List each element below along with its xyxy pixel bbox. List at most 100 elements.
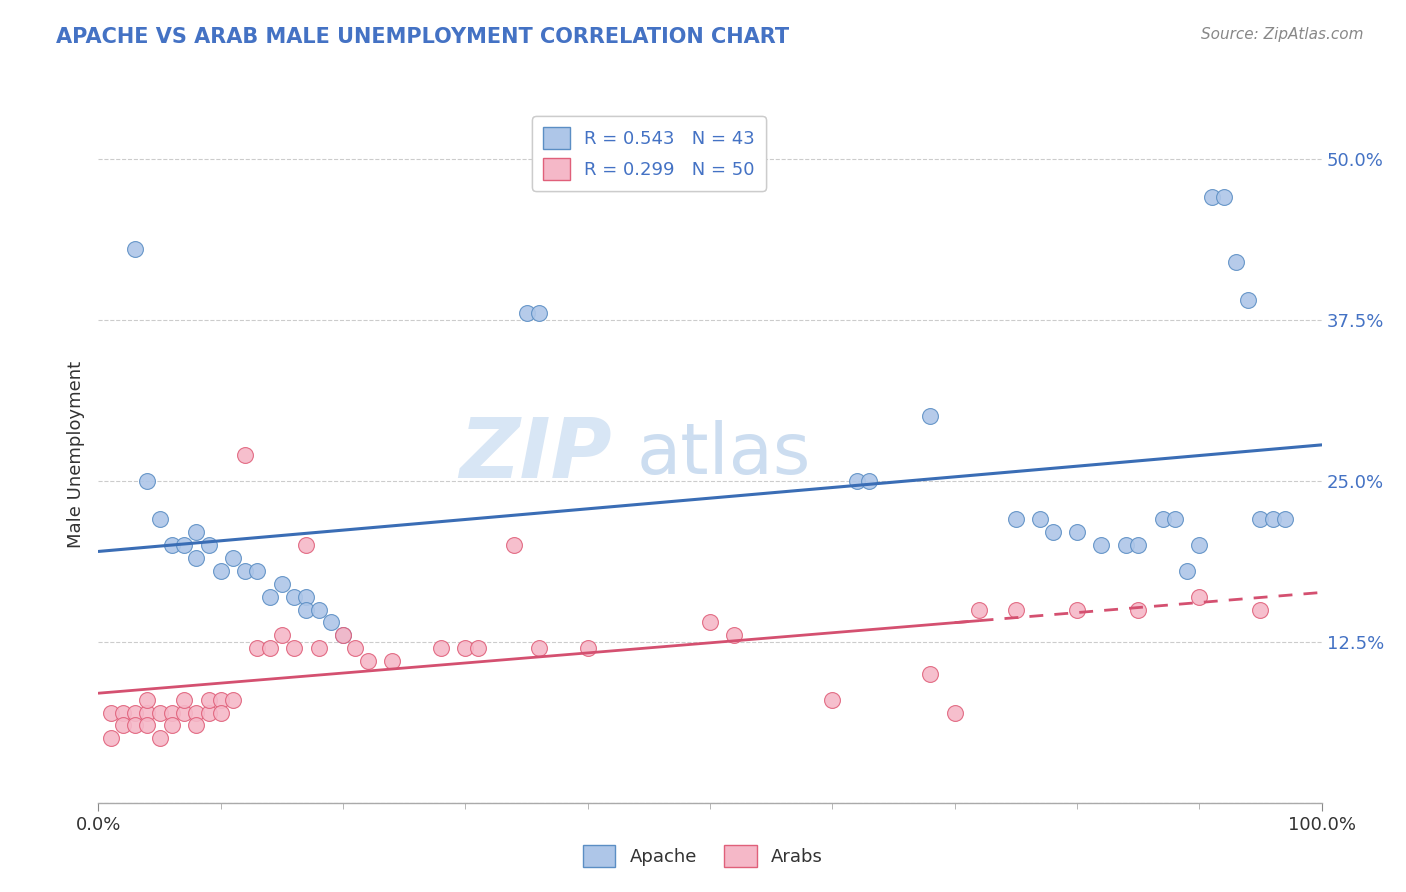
Point <box>160 538 183 552</box>
Point <box>136 706 159 720</box>
Point <box>467 641 489 656</box>
Point <box>1274 512 1296 526</box>
Point <box>503 538 526 552</box>
Point <box>515 306 537 320</box>
Point <box>1212 190 1234 204</box>
Point <box>381 654 404 668</box>
Point <box>1128 538 1150 552</box>
Point <box>1066 602 1088 616</box>
Point <box>270 576 294 591</box>
Point <box>209 692 232 706</box>
Point <box>1115 538 1137 552</box>
Point <box>454 641 477 656</box>
Point <box>259 641 281 656</box>
Point <box>821 692 844 706</box>
Point <box>1152 512 1174 526</box>
Point <box>136 474 159 488</box>
Point <box>1201 190 1223 204</box>
Point <box>845 474 868 488</box>
Point <box>295 590 318 604</box>
Point <box>149 731 172 746</box>
Point <box>197 538 219 552</box>
Point <box>920 409 942 424</box>
Point <box>308 641 330 656</box>
Point <box>136 718 159 732</box>
Point <box>209 706 232 720</box>
Legend: R = 0.543   N = 43, R = 0.299   N = 50: R = 0.543 N = 43, R = 0.299 N = 50 <box>531 116 766 191</box>
Point <box>295 602 318 616</box>
Point <box>173 706 195 720</box>
Point <box>186 525 208 540</box>
Point <box>527 306 550 320</box>
Text: Source: ZipAtlas.com: Source: ZipAtlas.com <box>1201 27 1364 42</box>
Point <box>295 538 318 552</box>
Point <box>967 602 990 616</box>
Point <box>283 641 305 656</box>
Point <box>332 628 354 642</box>
Point <box>136 692 159 706</box>
Point <box>858 474 880 488</box>
Point <box>173 692 195 706</box>
Legend: Apache, Arabs: Apache, Arabs <box>575 838 831 874</box>
Point <box>344 641 367 656</box>
Point <box>197 692 219 706</box>
Point <box>209 564 232 578</box>
Point <box>246 564 269 578</box>
Point <box>173 538 195 552</box>
Point <box>283 590 305 604</box>
Point <box>1188 538 1211 552</box>
Point <box>222 551 245 566</box>
Point <box>1261 512 1284 526</box>
Point <box>259 590 281 604</box>
Point <box>222 692 245 706</box>
Point <box>1004 602 1026 616</box>
Point <box>1004 512 1026 526</box>
Point <box>160 718 183 732</box>
Point <box>124 242 146 256</box>
Point <box>124 718 146 732</box>
Text: atlas: atlas <box>637 420 811 490</box>
Point <box>1225 254 1247 268</box>
Point <box>1175 564 1198 578</box>
Point <box>233 564 256 578</box>
Point <box>1090 538 1112 552</box>
Point <box>1066 525 1088 540</box>
Point <box>160 706 183 720</box>
Point <box>1249 512 1271 526</box>
Point <box>1128 602 1150 616</box>
Point <box>124 706 146 720</box>
Point <box>430 641 453 656</box>
Point <box>319 615 342 630</box>
Point <box>100 706 122 720</box>
Point <box>100 731 122 746</box>
Point <box>270 628 294 642</box>
Point <box>149 706 172 720</box>
Point <box>1042 525 1064 540</box>
Point <box>1164 512 1187 526</box>
Point <box>723 628 745 642</box>
Point <box>1188 590 1211 604</box>
Point <box>1249 602 1271 616</box>
Point <box>576 641 599 656</box>
Point <box>943 706 966 720</box>
Point <box>186 718 208 732</box>
Point <box>699 615 721 630</box>
Text: APACHE VS ARAB MALE UNEMPLOYMENT CORRELATION CHART: APACHE VS ARAB MALE UNEMPLOYMENT CORRELA… <box>56 27 789 46</box>
Point <box>920 667 942 681</box>
Point <box>111 718 134 732</box>
Text: ZIP: ZIP <box>460 415 612 495</box>
Point <box>332 628 354 642</box>
Point <box>149 512 172 526</box>
Y-axis label: Male Unemployment: Male Unemployment <box>66 361 84 549</box>
Point <box>111 706 134 720</box>
Point <box>308 602 330 616</box>
Point <box>1029 512 1052 526</box>
Point <box>1237 293 1260 308</box>
Point <box>186 706 208 720</box>
Point <box>527 641 550 656</box>
Point <box>356 654 378 668</box>
Point <box>246 641 269 656</box>
Point <box>197 706 219 720</box>
Point <box>233 448 256 462</box>
Point <box>186 551 208 566</box>
